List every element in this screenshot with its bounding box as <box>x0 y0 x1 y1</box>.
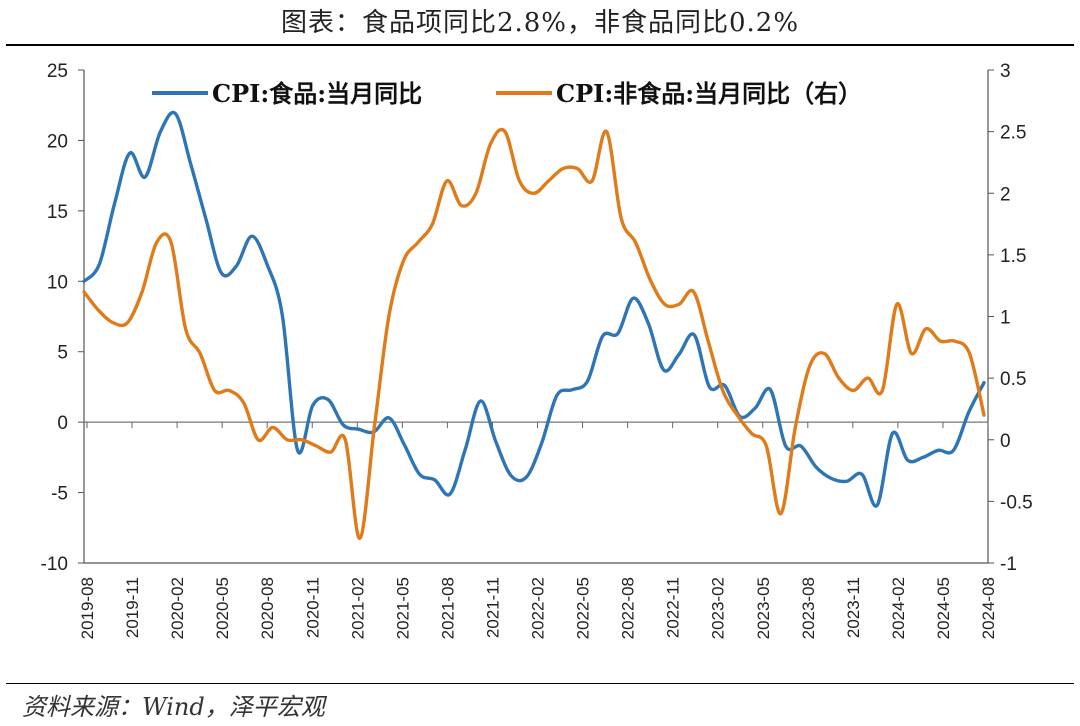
x-tick-label: 2019-11 <box>123 577 142 638</box>
right-y-tick-label: 0.5 <box>1000 369 1026 390</box>
x-tick-label: 2021-08 <box>438 577 457 639</box>
x-tick-label: 2022-02 <box>529 577 548 639</box>
right-y-tick-label: 0 <box>1000 431 1011 452</box>
source-note: 资料来源：Wind，泽平宏观 <box>22 693 325 721</box>
dual-axis-line-chart: -10 -5 0 5 10 15 20 25 -1 -0.5 0 0.5 1 1.5 2 2.5 3 2019-0… <box>41 61 1033 639</box>
series-line-food <box>82 110 986 508</box>
legend-label-food: CPI:食品:当月同比 <box>212 79 422 108</box>
x-tick-label: 2024-08 <box>979 577 998 639</box>
x-tick-label: 2021-02 <box>348 577 367 639</box>
right-y-tick-label: 2.5 <box>1000 123 1026 144</box>
right-y-tick-label: 2 <box>1000 184 1011 205</box>
title-divider <box>6 44 1074 46</box>
right-y-tick-label: -0.5 <box>1000 492 1033 513</box>
x-tick-label: 2024-02 <box>889 577 908 639</box>
right-y-tick-label: 1.5 <box>1000 246 1026 267</box>
left-y-tick-label: -5 <box>51 484 68 505</box>
x-tick-label: 2023-11 <box>844 577 863 638</box>
x-tick-label: 2020-05 <box>213 577 232 639</box>
left-y-tick-label: 0 <box>57 413 68 434</box>
right-y-tick-label: 1 <box>1000 308 1011 329</box>
chart-title: 图表：食品项同比2.8%，非食品同比0.2% <box>280 8 800 38</box>
x-tick-label: 2020-02 <box>168 577 187 639</box>
legend-label-nonfood: CPI:非食品:当月同比（右） <box>556 79 862 108</box>
x-tick-label: 2020-11 <box>303 577 322 638</box>
x-tick-label: 2021-11 <box>483 577 502 638</box>
x-tick-label: 2022-08 <box>619 577 638 639</box>
left-y-tick-label: 10 <box>47 272 68 293</box>
x-tick-label: 2023-02 <box>709 577 728 639</box>
series-lines-group <box>82 110 986 541</box>
x-tick-label: 2020-08 <box>258 577 277 639</box>
x-tick-label: 2021-05 <box>393 577 412 639</box>
x-tick-label: 2023-05 <box>754 577 773 639</box>
legend: CPI:食品:当月同比 CPI:非食品:当月同比（右） <box>152 79 862 108</box>
x-tick-label: 2023-08 <box>799 577 818 639</box>
x-tick-label: 2019-08 <box>78 577 97 639</box>
left-y-tick-label: 5 <box>57 343 68 364</box>
right-y-tick-label: 3 <box>1000 61 1011 82</box>
axes-group: -10 -5 0 5 10 15 20 25 -1 -0.5 0 0.5 1 1.5 2 2.5 3 2019-0… <box>41 61 1033 639</box>
left-y-tick-label: 15 <box>47 202 68 223</box>
x-tick-label: 2024-05 <box>934 577 953 639</box>
left-y-tick-label: -10 <box>41 554 68 575</box>
left-y-tick-label: 25 <box>47 61 68 82</box>
x-tick-label: 2022-11 <box>664 577 683 638</box>
left-y-tick-label: 20 <box>47 131 68 152</box>
series-line-nonfood <box>82 127 986 541</box>
right-y-tick-label: -1 <box>1000 554 1017 575</box>
footer-divider <box>6 683 1074 684</box>
x-tick-label: 2022-05 <box>574 577 593 639</box>
